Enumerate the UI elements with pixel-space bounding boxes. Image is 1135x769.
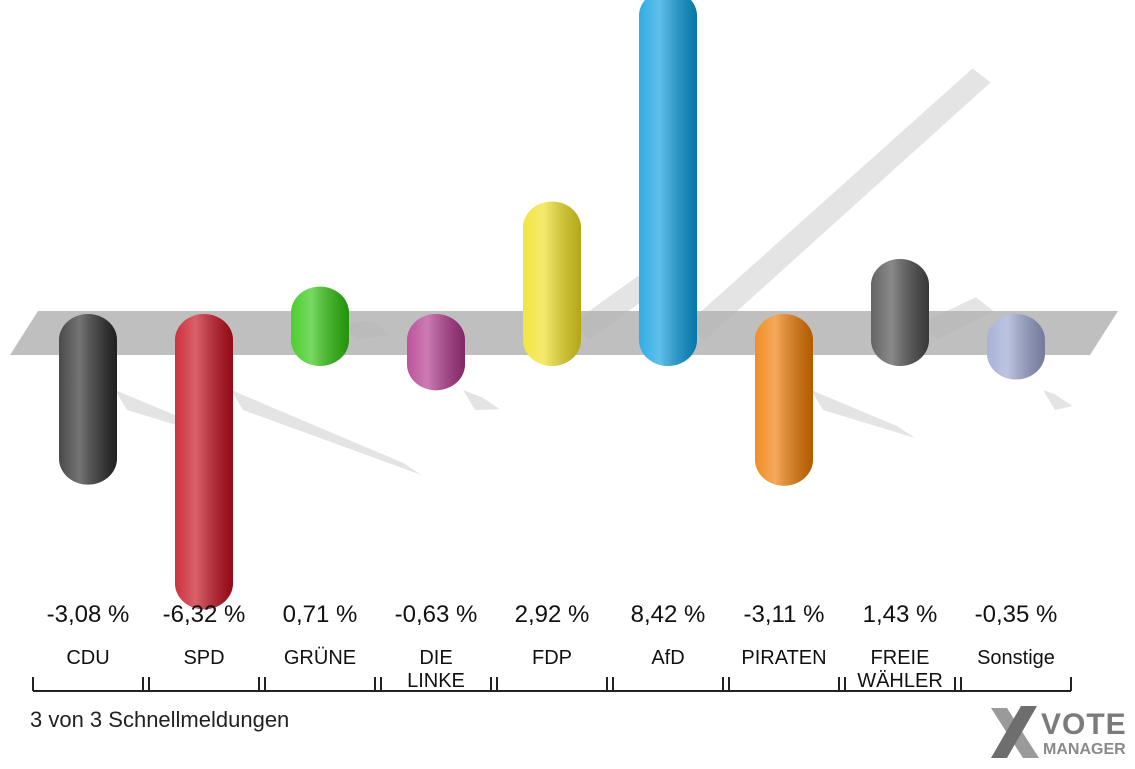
vote-manager-logo: VOTE MANAGER (985, 702, 1135, 764)
bar-shadow (231, 390, 422, 475)
category-label: GRÜNE (284, 647, 356, 669)
bar-shadow (687, 68, 991, 340)
category-label: LINKE (407, 670, 465, 692)
category-label: CDU (66, 647, 109, 669)
bar-highlight (407, 314, 465, 391)
value-label: -0,63 % (395, 601, 478, 628)
chart: -3,08 % -6,32 % 0,71 % -0,63 % 2,92 % 8,42 % -… (10, 0, 1118, 692)
value-label: 1,43 % (863, 601, 938, 628)
value-label: -6,32 % (163, 601, 246, 628)
x-mark-icon (991, 706, 1039, 758)
value-label: -3,08 % (47, 601, 130, 628)
value-label: -3,11 % (744, 601, 825, 628)
category-label: Sonstige (977, 647, 1055, 669)
category-label: FREIE (871, 647, 930, 669)
bar-shadow (1043, 390, 1073, 410)
bar-shadow (463, 390, 500, 410)
logo-word-vote: VOTE (1041, 708, 1127, 741)
bar-highlight (59, 314, 117, 485)
value-label: 8,42 % (631, 601, 706, 628)
category-label: PIRATEN (741, 647, 826, 669)
bar-highlight (987, 314, 1045, 380)
status-text: 3 von 3 Schnellmeldungen (30, 707, 290, 732)
value-label: 0,71 % (283, 601, 358, 628)
category-label: SPD (183, 647, 224, 669)
category-label: WÄHLER (857, 670, 943, 692)
logo-word-manager: MANAGER (1043, 741, 1126, 758)
bar-highlight (175, 314, 233, 610)
bar-highlight (871, 258, 929, 366)
bar-highlight (755, 314, 813, 486)
value-label: -0,35 % (975, 601, 1058, 628)
value-label: 2,92 % (515, 601, 590, 628)
category-label: AfD (651, 647, 684, 669)
bar-highlight (523, 201, 581, 366)
bar-highlight (291, 286, 349, 366)
bar-highlight (639, 0, 697, 366)
category-label: FDP (532, 647, 572, 669)
bar-shadow (811, 390, 915, 438)
category-label: DIE (419, 647, 452, 669)
